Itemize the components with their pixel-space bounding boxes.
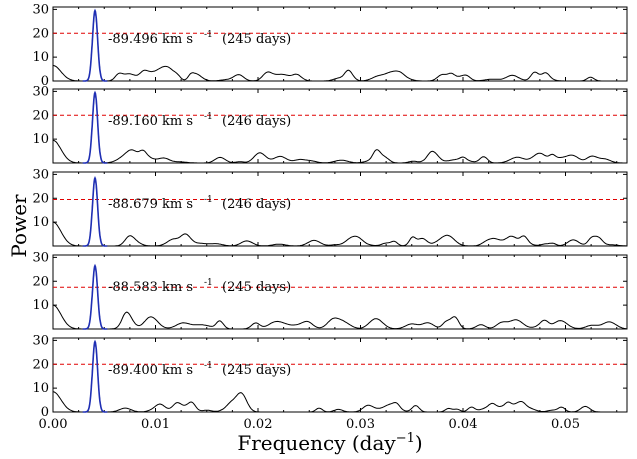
panel-2: 10 20 30 -89.160 km s -1 (246 days) bbox=[32, 84, 628, 164]
y-tick-label: 20 bbox=[32, 108, 49, 123]
panel-annotation-exponent: -1 bbox=[204, 278, 213, 288]
periodogram-line bbox=[52, 10, 627, 82]
y-tick-label: 10 bbox=[32, 215, 49, 230]
x-axis-ticks: 0.00 0.01 0.02 0.03 0.04 0.05 bbox=[39, 417, 580, 432]
y-tick-label: 10 bbox=[32, 381, 49, 396]
y-tick-label: 0 bbox=[41, 405, 49, 420]
y-axis-label: Power bbox=[7, 194, 31, 258]
panel-annotation-period: (246 days) bbox=[222, 114, 291, 129]
panel-4: 10 20 30 -88.583 km s -1 (245 days) bbox=[32, 250, 628, 330]
y-tick-label: 20 bbox=[32, 191, 49, 206]
panel-annotation-velocity: -88.583 km s bbox=[108, 280, 193, 295]
fitted-peak-line bbox=[82, 8, 108, 82]
panel-annotation-velocity: -88.679 km s bbox=[108, 197, 193, 212]
fitted-peak-line bbox=[82, 90, 108, 164]
x-tick-label: 0.03 bbox=[346, 417, 375, 432]
x-tick-label: 0.04 bbox=[449, 417, 478, 432]
panel-frame bbox=[52, 6, 628, 82]
panel-annotation-exponent: -1 bbox=[204, 195, 213, 205]
y-tick-label: 30 bbox=[32, 84, 49, 99]
y-tick-label: 30 bbox=[32, 167, 49, 182]
x-axis-label: Frequency (day−1) bbox=[237, 431, 422, 455]
panel-annotation-velocity: -89.400 km s bbox=[108, 363, 193, 378]
panel-5: 0 10 20 30 -89.400 km s -1 (245 days) bbox=[32, 333, 628, 420]
panel-frame bbox=[52, 171, 628, 247]
y-tick-label: 20 bbox=[32, 274, 49, 289]
y-tick-label: 10 bbox=[32, 132, 49, 147]
y-tick-label: 30 bbox=[32, 250, 49, 265]
y-tick-label: 0 bbox=[41, 74, 49, 89]
x-tick-label: 0.00 bbox=[39, 417, 68, 432]
x-tick-label: 0.01 bbox=[141, 417, 170, 432]
y-tick-label: 20 bbox=[32, 357, 49, 372]
periodogram-line bbox=[52, 265, 628, 330]
panel-annotation-exponent: -1 bbox=[204, 30, 213, 40]
y-tick-label: 30 bbox=[32, 333, 49, 348]
panel-annotation-exponent: -1 bbox=[204, 361, 213, 371]
x-tick-label: 0.05 bbox=[551, 417, 580, 432]
x-tick-label: 0.02 bbox=[244, 417, 273, 432]
panel-annotation-exponent: -1 bbox=[204, 112, 213, 122]
panel-annotation-period: (245 days) bbox=[222, 280, 291, 295]
panels: 0 10 20 30 -89.496 km s -1 (245 days) 10 20 30 -89… bbox=[32, 2, 628, 420]
periodogram-line bbox=[52, 341, 627, 413]
panel-annotation-period: (245 days) bbox=[222, 363, 291, 378]
panel-annotation-velocity: -89.160 km s bbox=[108, 114, 193, 129]
y-tick-label: 20 bbox=[32, 26, 49, 41]
panel-annotation-period: (246 days) bbox=[222, 197, 291, 212]
periodogram-line bbox=[52, 177, 627, 247]
panel-frame bbox=[52, 337, 628, 413]
panel-annotation-period: (245 days) bbox=[222, 32, 291, 47]
panel-frame bbox=[52, 254, 628, 330]
fitted-peak-line bbox=[82, 176, 108, 247]
panel-3: 10 20 30 -88.679 km s -1 (246 days) bbox=[32, 167, 628, 247]
periodogram-line bbox=[52, 92, 627, 164]
y-tick-label: 10 bbox=[32, 298, 49, 313]
panel-annotation-velocity: -89.496 km s bbox=[108, 32, 193, 47]
panel-1: 0 10 20 30 -89.496 km s -1 (245 days) bbox=[32, 2, 628, 89]
y-tick-label: 30 bbox=[32, 2, 49, 17]
fitted-peak-line bbox=[82, 263, 108, 330]
y-tick-label: 10 bbox=[32, 50, 49, 65]
panel-frame bbox=[52, 88, 628, 164]
fitted-peak-line bbox=[82, 339, 108, 413]
